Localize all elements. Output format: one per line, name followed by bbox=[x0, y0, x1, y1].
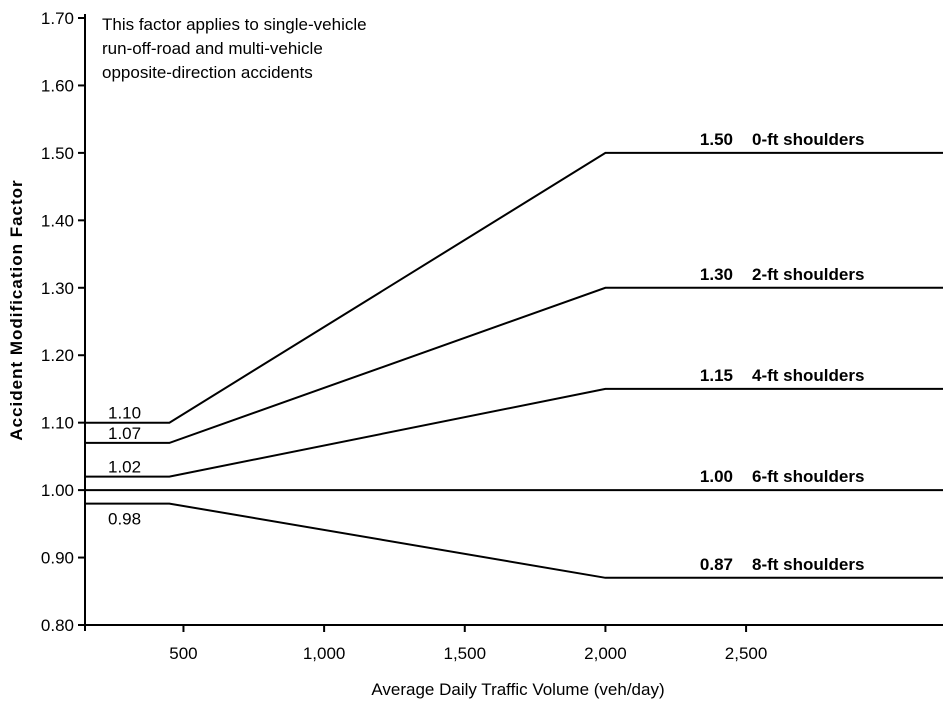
series-line-0-ft-shoulders bbox=[85, 151, 943, 424]
series-labels: 1.50 0-ft shoulders 1.10 1.30 2-ft shoulders… bbox=[108, 130, 864, 574]
annotation-line-2: run-off-road and multi-vehicle bbox=[102, 39, 323, 58]
series-start-label-4-ft-shoulders: 1.02 bbox=[108, 458, 141, 477]
y-tick-label-1-10: 1.10 bbox=[41, 414, 74, 433]
series-value-label-0-ft-shoulders: 1.50 bbox=[700, 130, 733, 149]
x-tick-label-1-500: 1,500 bbox=[443, 644, 486, 663]
x-tick-label-1-000: 1,000 bbox=[303, 644, 346, 663]
y-axis-title: Accident Modification Factor bbox=[7, 179, 26, 440]
series-lines bbox=[85, 151, 943, 579]
axes bbox=[84, 14, 943, 631]
y-tick-label-1-50: 1.50 bbox=[41, 144, 74, 163]
series-line-4-ft-shoulders bbox=[85, 387, 943, 478]
annotation-line-1: This factor applies to single-vehicle bbox=[102, 15, 367, 34]
x-axis-title: Average Daily Traffic Volume (veh/day) bbox=[371, 680, 664, 699]
y-tick-label-0-90: 0.90 bbox=[41, 549, 74, 568]
series-value-label-2-ft-shoulders: 1.30 bbox=[700, 265, 733, 284]
x-tick-label-500: 500 bbox=[169, 644, 197, 663]
series-value-label-8-ft-shoulders: 0.87 bbox=[700, 555, 733, 574]
y-tick-label-0-80: 0.80 bbox=[41, 616, 74, 635]
series-value-label-4-ft-shoulders: 1.15 bbox=[700, 366, 733, 385]
series-name-label-4-ft-shoulders: 4-ft shoulders bbox=[752, 366, 864, 385]
series-start-label-8-ft-shoulders: 0.98 bbox=[108, 510, 141, 529]
y-tick-label-1-20: 1.20 bbox=[41, 346, 74, 365]
series-start-label-0-ft-shoulders: 1.10 bbox=[108, 404, 141, 423]
y-tick-label-1-00: 1.00 bbox=[41, 481, 74, 500]
annotation: This factor applies to single-vehicle run… bbox=[102, 15, 367, 82]
series-name-label-0-ft-shoulders: 0-ft shoulders bbox=[752, 130, 864, 149]
annotation-line-3: opposite-direction accidents bbox=[102, 63, 313, 82]
y-tick-label-1-30: 1.30 bbox=[41, 279, 74, 298]
series-line-8-ft-shoulders bbox=[85, 502, 943, 579]
x-tick-label-2-000: 2,000 bbox=[584, 644, 627, 663]
series-line-2-ft-shoulders bbox=[85, 286, 943, 444]
series-name-label-6-ft-shoulders: 6-ft shoulders bbox=[752, 467, 864, 486]
series-value-label-6-ft-shoulders: 1.00 bbox=[700, 467, 733, 486]
y-tick-label-1-70: 1.70 bbox=[41, 9, 74, 28]
series-start-label-2-ft-shoulders: 1.07 bbox=[108, 424, 141, 443]
y-tick-label-1-40: 1.40 bbox=[41, 211, 74, 230]
y-ticks: 0.80 0.90 1.00 1.10 1.20 1.30 1.40 1.50 1.60 1.70 bbox=[41, 9, 85, 635]
x-tick-label-2-500: 2,500 bbox=[725, 644, 768, 663]
series-name-label-8-ft-shoulders: 8-ft shoulders bbox=[752, 555, 864, 574]
series-name-label-2-ft-shoulders: 2-ft shoulders bbox=[752, 265, 864, 284]
y-tick-label-1-60: 1.60 bbox=[41, 76, 74, 95]
x-ticks: 500 1,000 1,500 2,000 2,500 bbox=[169, 625, 767, 663]
